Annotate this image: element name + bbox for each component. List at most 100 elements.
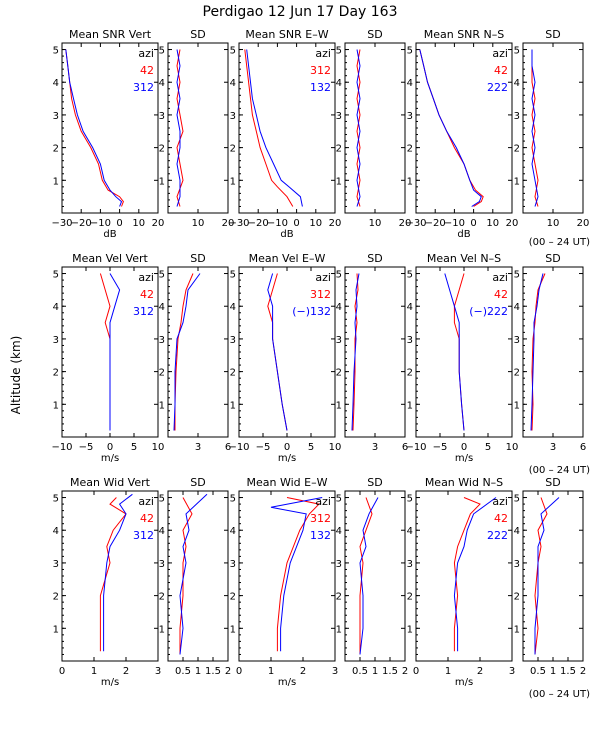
x-tick-label: 20 [329,218,342,229]
series-line-1 [531,49,539,207]
y-tick-label: 3 [336,111,342,122]
series-line-2 [176,49,181,207]
x-tick-label: 1.5 [382,666,398,677]
y-tick-label: 4 [514,78,520,89]
panel-title: Mean Vel Vert [72,252,148,265]
y-tick-label: 4 [53,302,59,313]
x-tick-label: −5 [256,442,271,453]
x-tick-label: 0 [461,442,467,453]
y-tick-label: 2 [407,592,413,603]
x-axis-label: m/s [101,677,119,688]
y-tick-label: 5 [514,270,520,281]
y-tick-label: 3 [159,559,165,570]
y-tick-label: 4 [514,526,520,537]
x-tick-label: 0.5 [352,666,368,677]
y-tick-label: 3 [159,111,165,122]
x-tick-label: 0 [236,666,242,677]
series-line-2 [173,273,201,431]
x-tick-label: 2 [300,666,306,677]
panel-title: SD [190,252,205,265]
x-axis-label: dB [457,229,470,240]
x-tick-label: −5 [79,442,94,453]
panel-title: Mean Wid E–W [247,476,328,489]
panel-title: SD [190,476,205,489]
y-tick-label: 3 [230,111,236,122]
legend-entry: azi [315,495,331,508]
x-tick-label: 10 [547,218,560,229]
y-tick-label: 1 [230,176,236,187]
panel-frame [344,490,406,662]
series-line-1 [359,497,373,655]
x-tick-label: 1 [550,666,556,677]
legend-entry: azi [138,495,154,508]
y-tick-label: 4 [407,78,413,89]
y-tick-label: 2 [159,144,165,155]
y-tick-label: 5 [407,494,413,505]
y-tick-label: 3 [514,111,520,122]
y-tick-label: 1 [407,176,413,187]
legend-entry: 312 [133,305,154,318]
y-tick-label: 3 [230,559,236,570]
y-tick-label: 2 [336,144,342,155]
x-tick-label: 10 [192,218,205,229]
x-tick-label: 0 [107,442,113,453]
x-axis-label: m/s [455,453,473,464]
panel-title: Mean Vel N–S [427,252,501,265]
y-tick-label: 4 [336,78,342,89]
panel-title: SD [367,252,382,265]
panel-title: SD [190,28,205,41]
panel-frame [167,490,229,662]
y-tick-label: 3 [53,559,59,570]
legend-entry: (−)132 [292,305,331,318]
legend-entry: 132 [310,81,331,94]
panel-snr_ew_sd: SD 1 2 3 4 5 10 20 [336,28,412,229]
y-tick-label: 3 [53,335,59,346]
x-axis-label: m/s [278,677,296,688]
x-tick-label: 20 [152,218,165,229]
x-tick-label: 3 [155,666,161,677]
x-tick-label: 2 [402,666,408,677]
x-tick-label: 3 [509,666,515,677]
panel-title: SD [545,252,560,265]
series-line-2 [109,273,121,431]
y-tick-label: 2 [53,592,59,603]
x-tick-label: 10 [132,218,145,229]
panel-title: Mean SNR Vert [69,28,152,41]
x-tick-label: 0 [470,218,476,229]
y-tick-label: 5 [159,270,165,281]
x-tick-label: 10 [486,218,499,229]
y-tick-label: 1 [53,624,59,635]
x-axis-label: m/s [455,677,473,688]
series-line-1 [419,49,484,207]
series-line-1 [356,49,361,207]
y-tick-label: 5 [407,270,413,281]
legend-entry: azi [492,47,508,60]
y-tick-label: 3 [514,559,520,570]
x-tick-label: 3 [372,442,378,453]
y-tick-label: 2 [159,368,165,379]
series-line-2 [419,49,482,207]
panel-title: Mean SNR N–S [424,28,505,41]
y-tick-label: 1 [53,176,59,187]
legend-entry: 42 [140,512,154,525]
legend-entry: 42 [494,512,508,525]
series-line-2 [267,273,288,431]
y-tick-label: 5 [336,270,342,281]
y-tick-label: 3 [336,335,342,346]
series-line-2 [534,497,560,655]
y-tick-label: 2 [336,592,342,603]
y-tick-label: 4 [336,302,342,313]
y-tick-label: 5 [336,46,342,57]
x-tick-label: 3 [195,442,201,453]
legend-entry: 312 [310,64,331,77]
series-line-1 [453,497,481,652]
series-line-1 [179,497,193,655]
x-tick-label: 1 [372,666,378,677]
series-line-1 [534,497,548,655]
y-tick-label: 4 [230,526,236,537]
panel-vel_ew_sd: SD 1 2 3 4 5 3 6 [336,252,409,453]
